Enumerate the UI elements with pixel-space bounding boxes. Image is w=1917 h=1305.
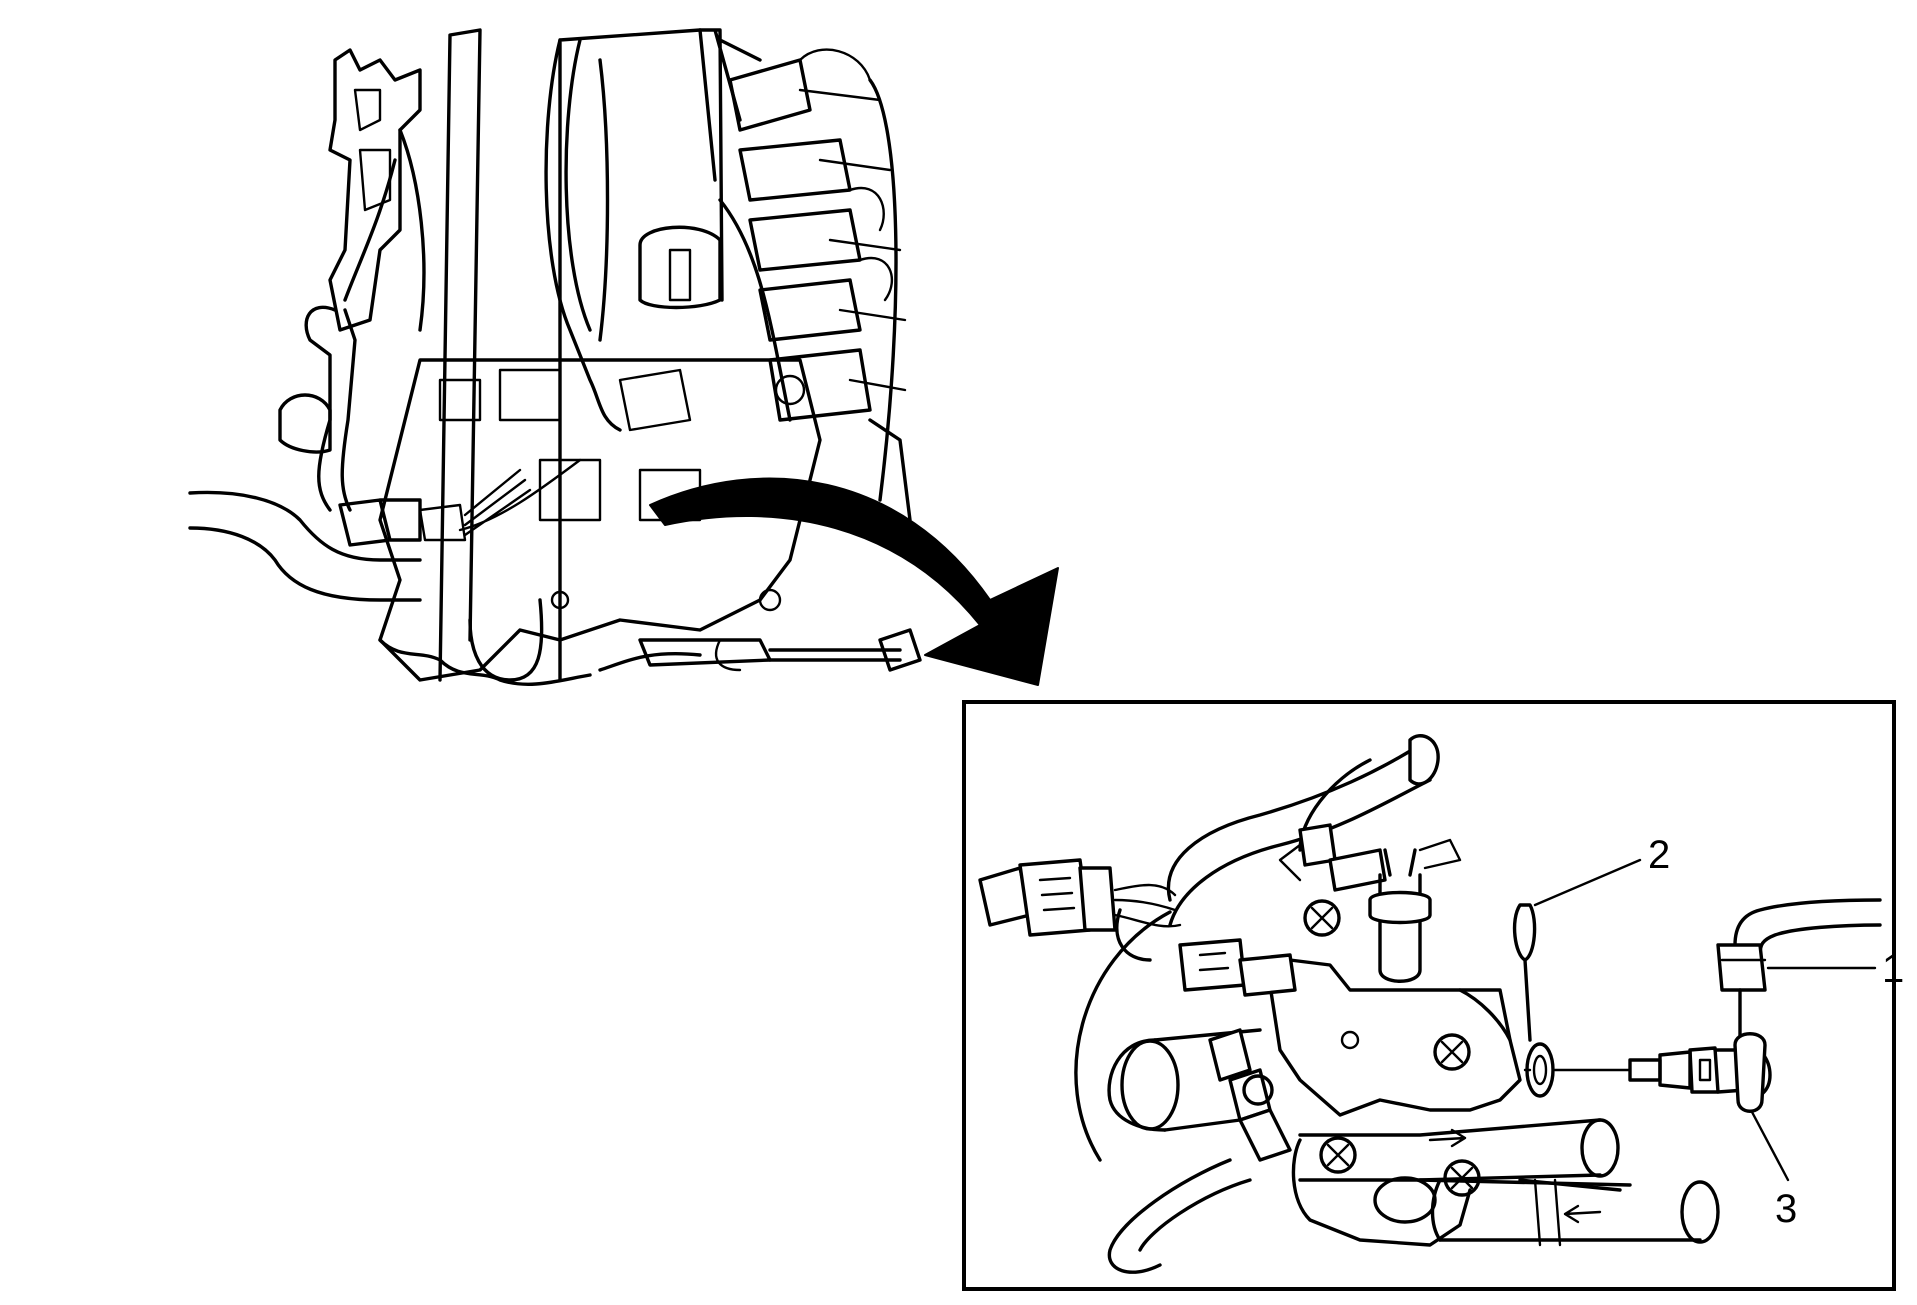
engine-overview — [188, 28, 922, 686]
sensor-connector — [1716, 898, 1882, 1113]
bolt-icon — [1433, 1033, 1471, 1071]
flow-arrow-icon — [1428, 1128, 1467, 1148]
seal-ring — [1512, 903, 1555, 1098]
flow-arrow-icon — [1563, 1204, 1602, 1224]
callout-3-label: 3 — [1775, 1187, 1797, 1231]
callout-2-label: 2 — [1648, 833, 1670, 877]
bolt-icon — [1303, 899, 1341, 937]
bolt-icon — [1319, 1136, 1357, 1174]
callout-1-label: 1 — [1882, 947, 1904, 991]
thermostat-housing-detail — [978, 734, 1882, 1274]
detail-frame — [962, 700, 1896, 1291]
curved-arrow-icon — [649, 477, 1059, 686]
